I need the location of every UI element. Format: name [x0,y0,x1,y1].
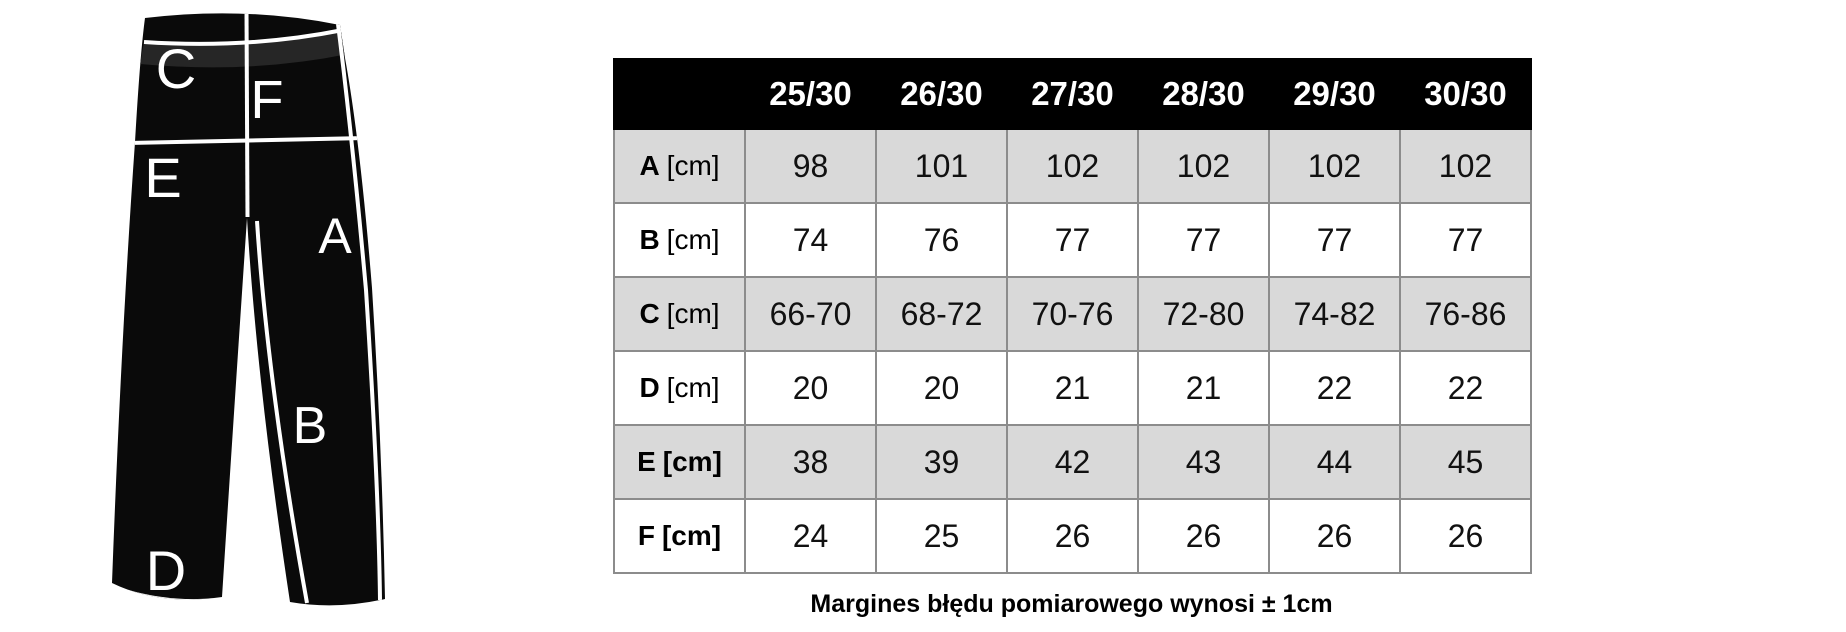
cell: 22 [1399,350,1532,426]
measure-label-C: C [156,37,196,100]
table-row-B: B [cm] 74 76 77 77 77 77 [613,202,1532,278]
cell: 22 [1268,350,1401,426]
cell: 66-70 [744,276,877,352]
measurement-error-note: Margines błędu pomiarowego wynosi ± 1cm [810,590,1333,618]
cell: 102 [1137,128,1270,204]
cell: 26 [1006,498,1139,574]
cell: 74-82 [1268,276,1401,352]
row-label-F: F [cm] [613,498,746,574]
cell: 26 [1268,498,1401,574]
cell: 21 [1137,350,1270,426]
cell: 68-72 [875,276,1008,352]
row-label-B: B [cm] [613,202,746,278]
cell: 77 [1399,202,1532,278]
cell: 102 [1006,128,1139,204]
measure-label-B: B [293,397,328,455]
cell: 26 [1137,498,1270,574]
cell: 26 [1399,498,1532,574]
hip-line [127,136,367,145]
cell: 43 [1137,424,1270,500]
row-label-C: C [cm] [613,276,746,352]
table-row-E: E [cm] 38 39 42 43 44 45 [613,424,1532,500]
measure-label-A: A [318,208,352,264]
table-row-C: C [cm] 66-70 68-72 70-76 72-80 74-82 76-8… [613,276,1532,352]
cell: 72-80 [1137,276,1270,352]
cell: 44 [1268,424,1401,500]
measure-label-D: D [146,539,186,602]
cell: 42 [1006,424,1139,500]
size-column-header: 29/30 [1268,58,1401,130]
size-column-header: 26/30 [875,58,1008,130]
cell: 20 [744,350,877,426]
measure-label-E: E [144,146,181,209]
cell: 101 [875,128,1008,204]
size-column-header: 27/30 [1006,58,1139,130]
measure-label-F: F [251,70,284,130]
cell: 21 [1006,350,1139,426]
row-label-A: A [cm] [613,128,746,204]
side-seam-line [335,15,382,601]
size-header-row: 25/30 26/30 27/30 28/30 29/30 30/30 [613,58,1532,130]
cell: 102 [1399,128,1532,204]
cell: 25 [875,498,1008,574]
row-label-E: E [cm] [613,424,746,500]
table-row-A: A [cm] 98 101 102 102 102 102 [613,128,1532,204]
pants-silhouette [112,13,385,606]
cell: 39 [875,424,1008,500]
cell: 77 [1137,202,1270,278]
cell: 20 [875,350,1008,426]
size-column-header: 30/30 [1399,58,1532,130]
size-table: 25/30 26/30 27/30 28/30 29/30 30/30 A [cm… [613,58,1532,574]
size-column-header: 25/30 [744,58,877,130]
cell: 98 [744,128,877,204]
inseam-line [255,220,309,604]
cell: 76 [875,202,1008,278]
cell: 24 [744,498,877,574]
cell: 77 [1268,202,1401,278]
cell: 77 [1006,202,1139,278]
size-column-header: 28/30 [1137,58,1270,130]
table-row-D: D [cm] 20 20 21 21 22 22 [613,350,1532,426]
cell: 74 [744,202,877,278]
cell: 70-76 [1006,276,1139,352]
table-corner-cell [613,58,746,130]
pants-diagram: C F E A B D [112,13,385,606]
cell: 38 [744,424,877,500]
cell: 45 [1399,424,1532,500]
table-row-F: F [cm] 24 25 26 26 26 26 [613,498,1532,574]
cell: 102 [1268,128,1401,204]
front-rise-line [244,13,250,218]
row-label-D: D [cm] [613,350,746,426]
cell: 76-86 [1399,276,1532,352]
